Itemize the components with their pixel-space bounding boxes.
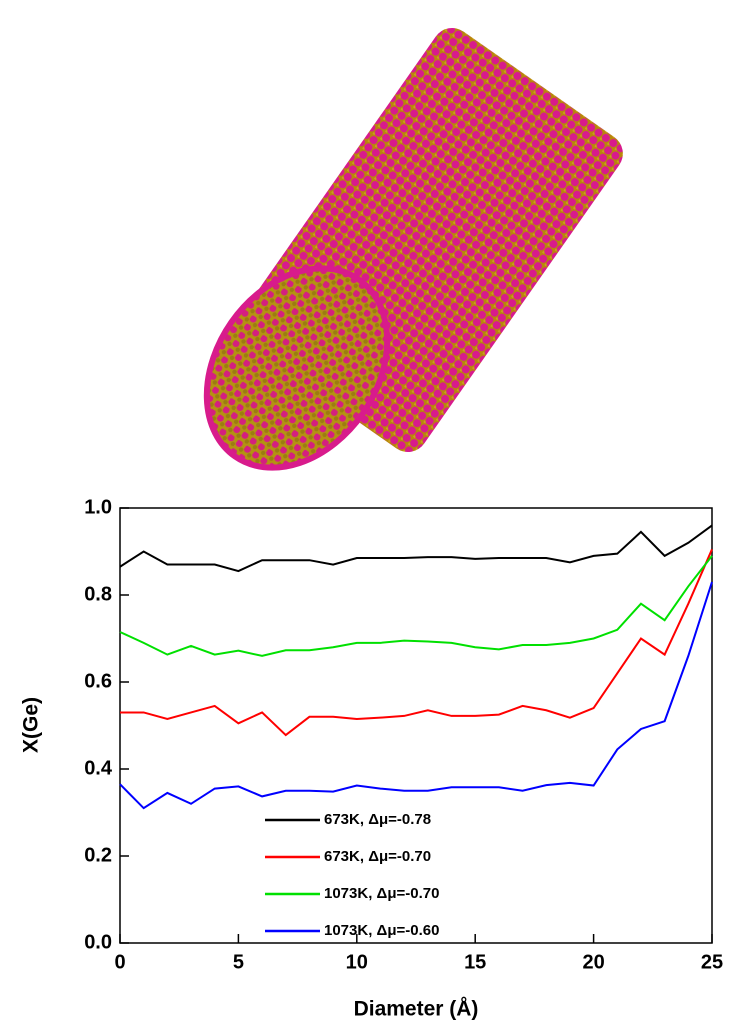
y-tick-label: 0.2 (84, 844, 112, 866)
series-line (119, 581, 713, 810)
nanowire-render (203, 27, 623, 471)
chart: Diameter (Å) X(Ge) 0 5 10 15 20 25 0.0 0.2 0.4 0.… (20, 496, 724, 1020)
x-tick-label: 5 (233, 951, 244, 973)
series-line (120, 548, 713, 737)
series-line (119, 555, 713, 657)
y-axis-title: X(Ge) (20, 697, 43, 753)
x-tick-label: 15 (464, 951, 486, 973)
x-tick-label: 10 (346, 951, 368, 973)
y-tick-label: 0.6 (84, 670, 112, 692)
x-axis-title: Diameter (Å) (354, 997, 479, 1021)
y-tick-label: 0.4 (84, 757, 113, 779)
legend-label: 673K, Δμ=-0.70 (324, 848, 431, 865)
legend-label: 1073K, Δμ=-0.70 (324, 885, 439, 902)
x-tick-label: 20 (582, 951, 604, 973)
legend-label: 673K, Δμ=-0.78 (324, 811, 431, 828)
plot-frame (119, 507, 713, 944)
y-tick-label: 0.0 (84, 931, 112, 953)
x-tick-label: 25 (701, 951, 723, 973)
legend-label: 1073K, Δμ=-0.60 (324, 922, 439, 939)
y-tick-label: 1.0 (84, 496, 112, 518)
y-tick-label: 0.8 (84, 583, 112, 605)
wire-end-face (203, 265, 391, 471)
x-tick-label: 0 (114, 951, 125, 973)
series-line (119, 524, 713, 573)
